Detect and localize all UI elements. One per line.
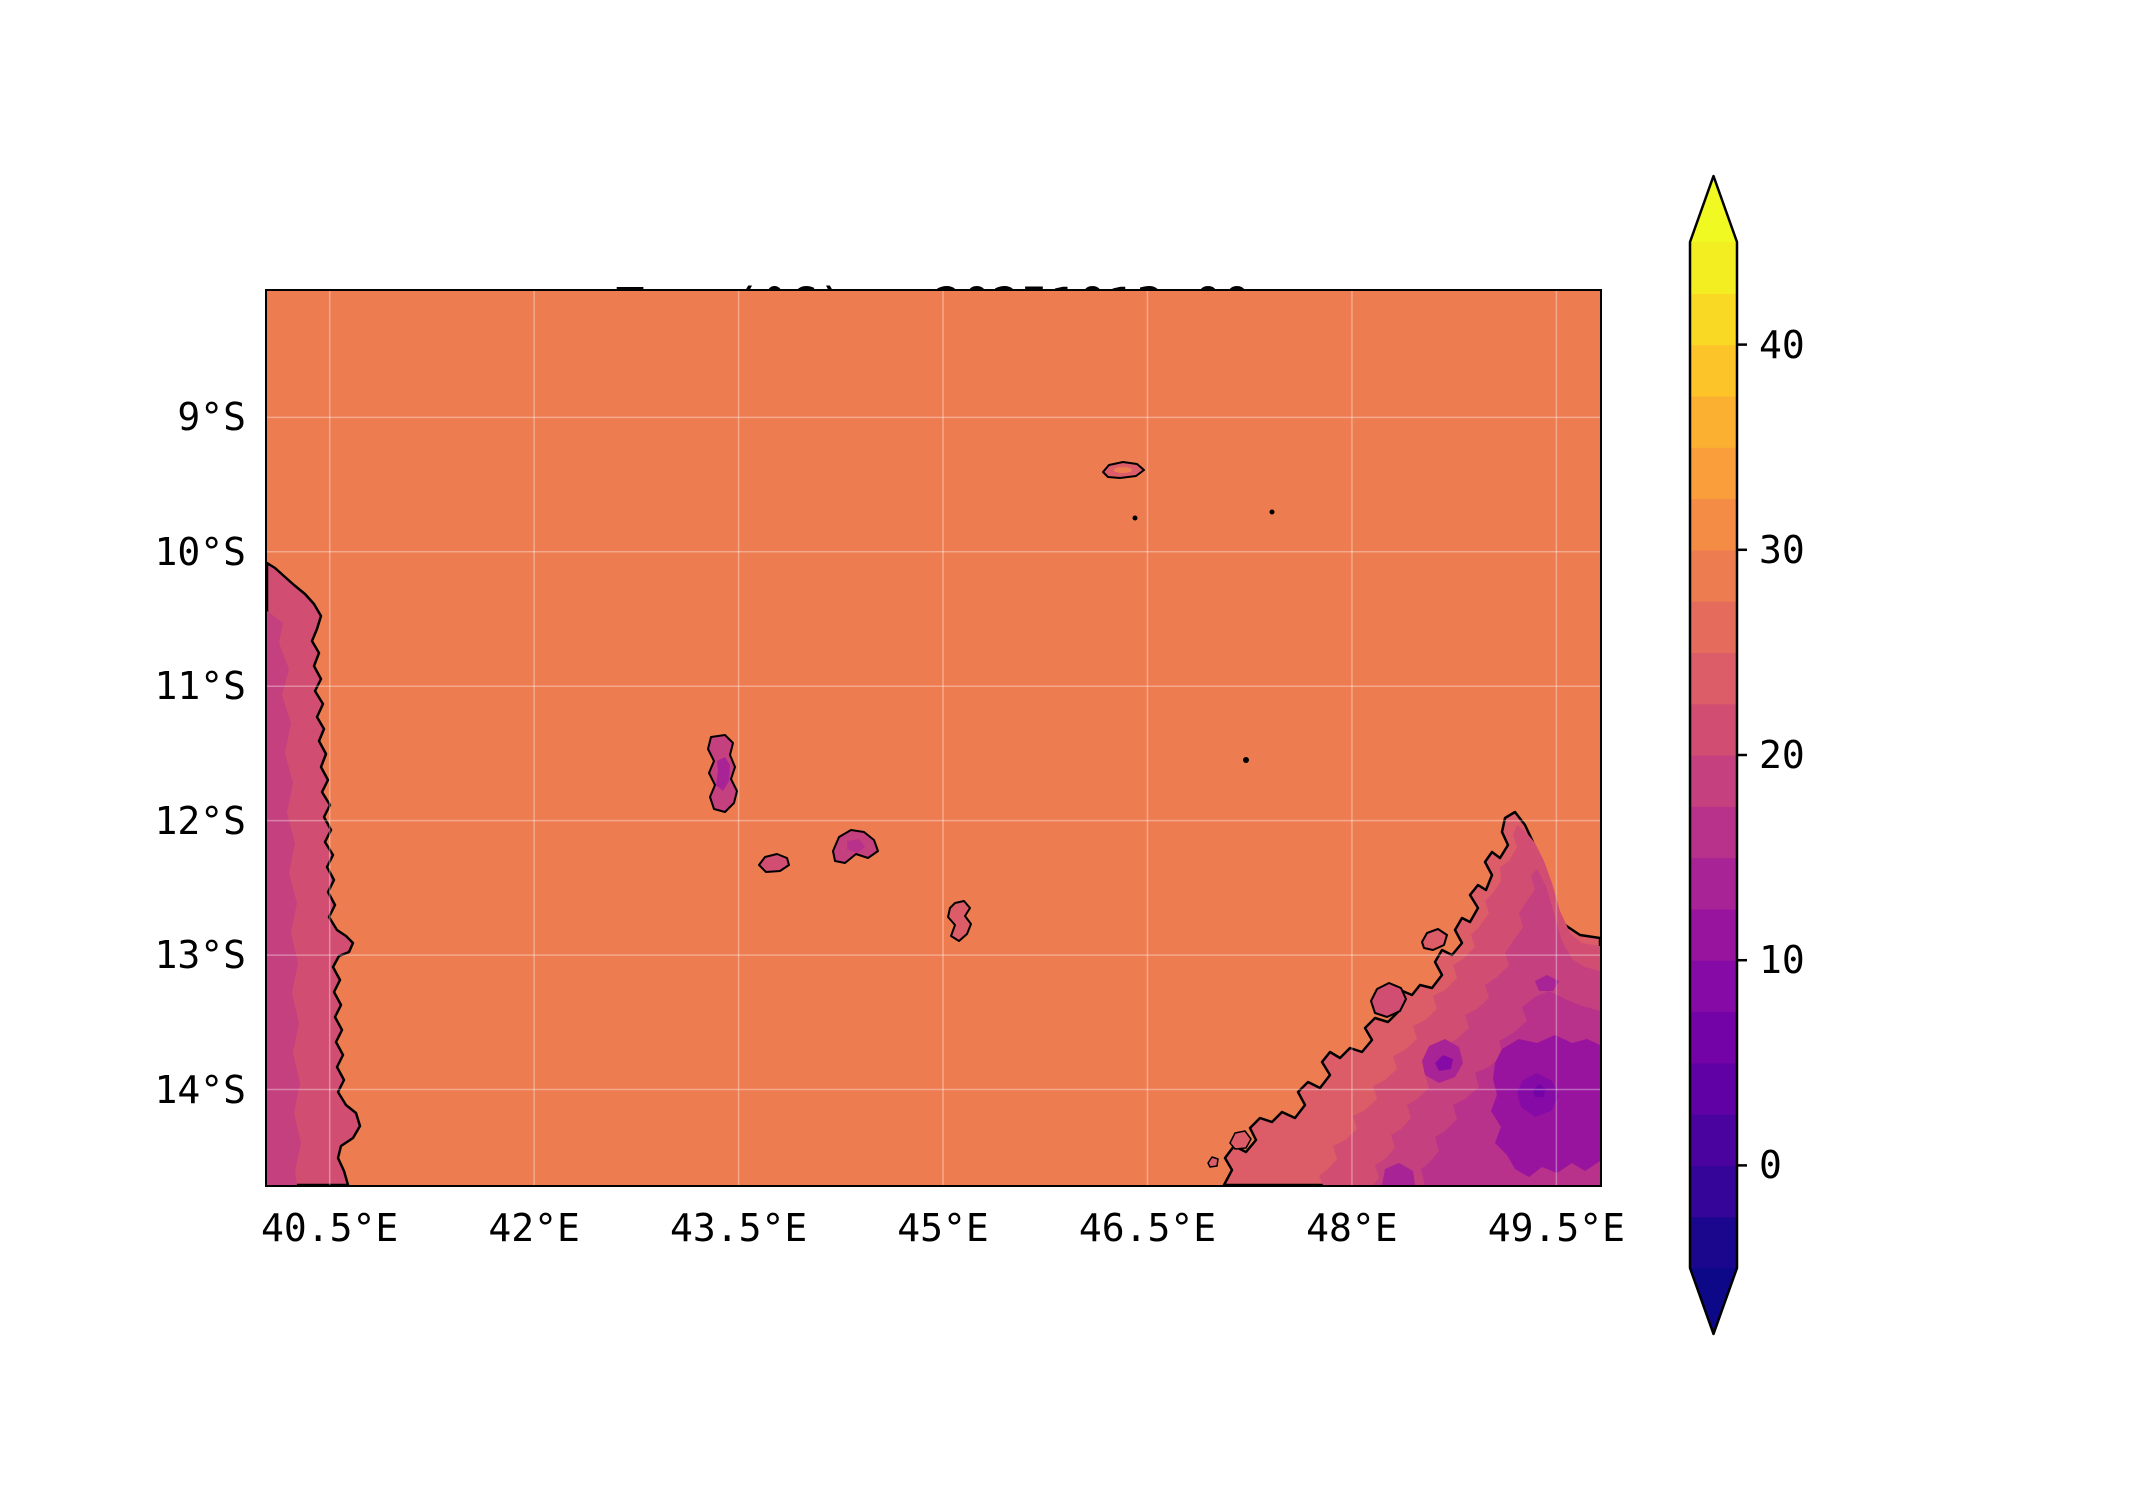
colorbar-outline — [1688, 174, 1739, 1336]
island-nosy-be — [1370, 982, 1407, 1018]
colorbar-segment — [1690, 549, 1737, 602]
colorbar-segment — [1690, 1114, 1737, 1166]
colorbar-segment — [1690, 1062, 1737, 1115]
graticule — [267, 291, 1600, 1185]
island-mayotte — [947, 900, 972, 942]
colorbar-segment — [1690, 908, 1737, 961]
island-grande-comore-highland — [716, 757, 730, 791]
colorbar-tick-label: 40 — [1759, 322, 1805, 367]
madagascar-highland-violet-c — [1535, 975, 1559, 991]
x-tick-label: 40.5°E — [261, 1206, 399, 1250]
x-tick-label: 46.5°E — [1078, 1206, 1217, 1250]
x-tick-label: 49.5°E — [1487, 1206, 1626, 1250]
x-tick-label: 48°E — [1306, 1206, 1398, 1250]
colorbar-segment — [1690, 1216, 1737, 1269]
colorbar-over-arrow — [1690, 176, 1737, 242]
x-tick-label: 42°E — [488, 1206, 580, 1250]
colorbar-segment — [1690, 755, 1737, 807]
colorbar-under-arrow — [1690, 1268, 1737, 1334]
colorbar-segment — [1690, 806, 1737, 859]
madagascar-highland-violet-d — [1382, 1163, 1415, 1185]
colorbar-segment — [1690, 1165, 1737, 1218]
colorbar-segment — [1690, 652, 1737, 705]
island-dot-1 — [1132, 515, 1138, 521]
colorbar-segment — [1690, 344, 1737, 397]
island-nosy-mitsio — [1421, 928, 1448, 951]
y-tick-label: 11°S — [154, 664, 246, 709]
madagascar-highland-purple-spot — [1435, 1055, 1453, 1071]
island-moheli — [758, 853, 790, 873]
madagascar-highland-deep-purple — [1533, 1084, 1546, 1097]
y-tick-label: 13°S — [154, 933, 246, 978]
colorbar-segment — [1690, 447, 1737, 500]
y-tick-label: 12°S — [154, 798, 246, 843]
colorbar-segment — [1690, 1011, 1737, 1064]
island-dot-2 — [1269, 509, 1275, 515]
colorbar-segment — [1690, 960, 1737, 1013]
colorbar-segment — [1690, 857, 1737, 910]
y-tick-label: 9°S — [177, 395, 246, 440]
x-tick-label: 45°E — [897, 1206, 989, 1250]
africa-inner-contour — [267, 611, 301, 1185]
island-small-sw-2 — [1207, 1156, 1219, 1168]
colorbar-segment — [1690, 242, 1737, 294]
colorbar-segment — [1690, 395, 1737, 448]
island-aldabra-lagoon — [1114, 467, 1132, 473]
colorbar-segment — [1690, 601, 1737, 653]
colorbar-segment — [1690, 498, 1737, 551]
island-small-sw-1 — [1229, 1130, 1252, 1150]
colorbar-tick-label: 20 — [1759, 733, 1805, 777]
map-plot — [265, 289, 1602, 1187]
colorbar-segment — [1690, 703, 1737, 756]
colorbar-tick-label: 0 — [1759, 1143, 1782, 1188]
x-tick-label: 43.5°E — [669, 1206, 808, 1250]
island-anjouan-highland — [847, 839, 865, 853]
island-dot-3 — [1243, 757, 1249, 763]
y-tick-label: 10°S — [154, 529, 246, 574]
colorbar-segment — [1690, 293, 1737, 346]
y-tick-label: 14°S — [154, 1067, 246, 1112]
colorbar — [1688, 174, 1747, 1336]
colorbar-tick-label: 30 — [1759, 527, 1805, 572]
colorbar-tick-label: 10 — [1759, 938, 1805, 983]
map-svg — [267, 291, 1600, 1185]
